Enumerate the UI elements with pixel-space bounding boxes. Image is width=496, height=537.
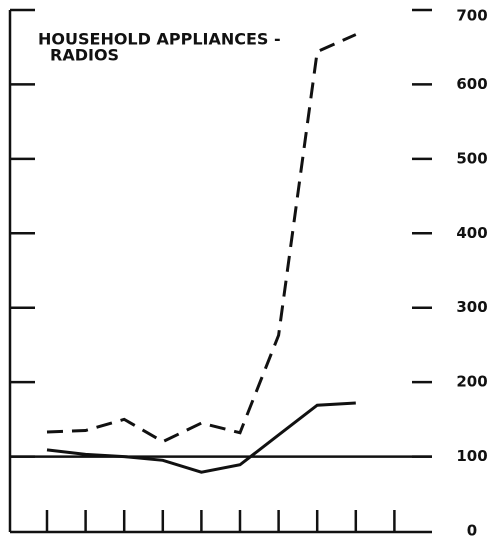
y-tick-label: 500 [456,149,487,167]
y-tick-label: 200 [456,373,487,391]
y-tick-label: 300 [456,298,487,316]
chart-subtitle: RADIOS [50,46,119,65]
chart-title: HOUSEHOLD APPLIANCES - [38,30,281,49]
dashed-line [46,33,357,444]
y-tick-label: 0 [467,522,477,537]
y-tick-label: 700 [456,7,487,25]
y-tick-label: 600 [456,75,487,93]
solid-line [46,401,356,474]
y-tick-label: 400 [456,224,487,242]
y-tick-label: 100 [456,447,487,465]
